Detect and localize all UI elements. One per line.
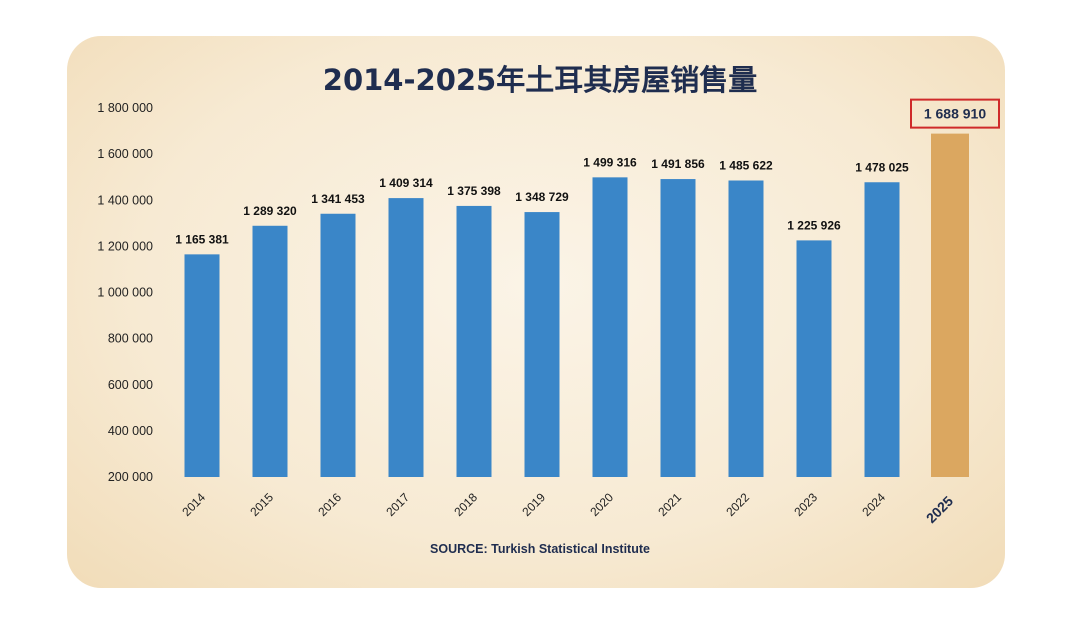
data-label-2021: 1 491 856 [651,157,705,171]
bar-2018 [456,205,492,478]
x-tick-label: 2015 [247,490,276,519]
x-tick-label: 2016 [315,490,344,519]
data-label-2018: 1 375 398 [447,184,501,198]
y-tick-label: 400 000 [108,424,153,438]
data-labels: 1 165 381 1 289 320 1 341 453 1 409 314 1 37… [175,98,1000,246]
x-tick-label: 2018 [451,490,480,519]
y-tick-label: 1 200 000 [97,239,153,253]
data-label-2025: 1 688 910 [924,106,986,122]
data-label-2019: 1 348 729 [515,190,569,204]
bar-2023 [796,240,832,477]
bar-2021 [660,179,696,477]
highlight-box [910,98,1000,129]
chart-title: 2014-2025年土耳其房屋销售量 [323,63,757,97]
data-label-2020: 1 499 316 [583,155,637,169]
y-axis: 200 000 400 000 600 000 800 000 1 000 000 1 2… [97,101,153,484]
data-label-2024: 1 478 025 [855,160,909,174]
y-tick-label: 1 600 000 [97,147,153,161]
x-tick-label: 2023 [791,490,820,519]
bar-2022 [728,180,764,478]
bar-2017 [388,198,424,477]
data-label-2016: 1 341 453 [311,192,365,206]
x-tick-label: 2020 [587,490,616,519]
bar-2019 [524,212,560,477]
bar-2016 [320,213,356,478]
bar-2015 [252,225,288,477]
x-tick-label: 2025 [923,493,956,526]
y-tick-label: 200 000 [108,470,153,484]
bar-2020 [592,177,628,477]
x-tick-label: 2022 [723,490,752,519]
data-label-2022: 1 485 622 [719,159,773,173]
data-label-2017: 1 409 314 [379,176,433,190]
y-tick-label: 800 000 [108,332,153,346]
x-tick-label: 2021 [655,490,684,519]
data-label-2015: 1 289 320 [243,204,297,218]
bar-2024 [864,182,900,477]
bars [184,133,969,478]
y-tick-label: 1 800 000 [97,101,153,115]
data-label-2014: 1 165 381 [175,232,229,246]
x-tick-label: 2019 [519,490,548,519]
x-tick-label: 2024 [859,490,888,519]
x-tick-label: 2017 [383,490,412,519]
y-tick-label: 600 000 [108,378,153,392]
y-tick-label: 1 000 000 [97,286,153,300]
y-tick-label: 1 400 000 [97,193,153,207]
bar-2025 [931,133,969,478]
x-tick-label: 2014 [179,490,208,519]
x-axis: 2014 2015 2016 2017 2018 2019 2020 2021 2022 2023… [179,490,956,526]
chart-source: SOURCE: Turkish Statistical Institute [430,542,650,556]
bar-2014 [184,254,220,477]
data-label-2023: 1 225 926 [787,218,841,232]
